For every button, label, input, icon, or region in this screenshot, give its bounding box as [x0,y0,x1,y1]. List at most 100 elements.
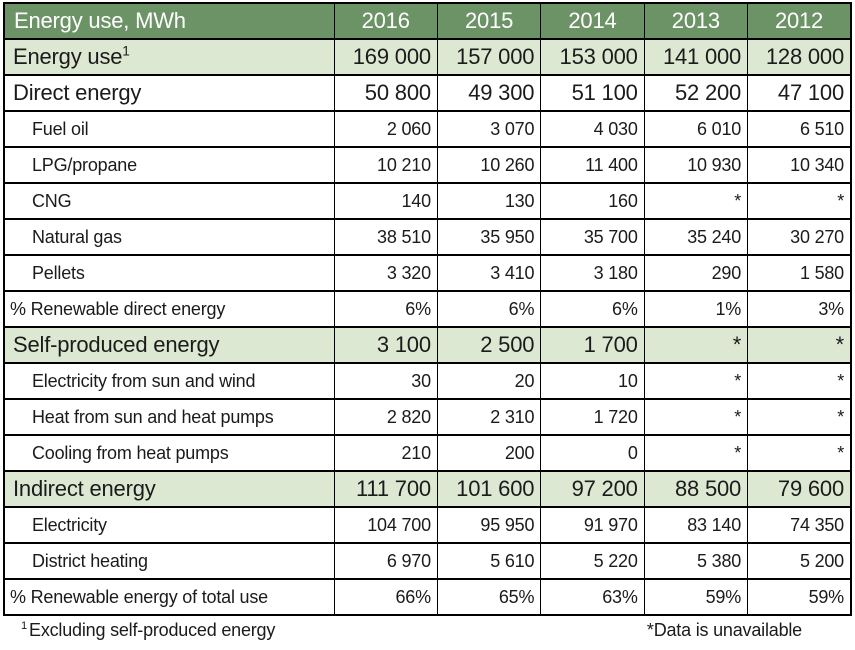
cell-value: 51 100 [540,74,645,112]
cell-value: 30 [333,362,438,400]
cell-value: 88 500 [643,470,749,508]
cell-value: 35 240 [643,218,749,256]
cell-value: 169 000 [333,38,438,76]
footnotes: 1 Excluding self-produced energy *Data is… [3,616,852,641]
cell-value: 128 000 [747,38,852,76]
footnote-marker: 1 [122,43,130,59]
table-row: % Renewable direct energy 6% 6% 6% 1% 3% [3,290,852,328]
cell-value: 79 600 [747,470,852,508]
cell-value: 35 700 [540,218,645,256]
footnote-excluding-text: Excluding self-produced energy [29,620,276,640]
table-row: Self-produced energy 3 100 2 500 1 700 * * [3,326,852,364]
energy-use-table: Energy use, MWh 2016 2015 2014 2013 2012 Ene… [3,2,852,616]
table-row: Natural gas 38 510 35 950 35 700 35 240 30 27… [3,218,852,256]
cell-value: * [643,362,749,400]
table-title: Energy use, MWh [3,2,335,40]
row-label-text: Indirect energy [13,476,156,501]
year-header-row: Energy use, MWh 2016 2015 2014 2013 2012 [3,2,852,40]
table-row: Direct energy 50 800 49 300 51 100 52 200 47 … [3,74,852,112]
cell-value: 6% [333,290,438,328]
cell-value: 5 200 [747,542,852,580]
cell-value: 1% [643,290,749,328]
cell-value: * [643,398,749,436]
table-row: Fuel oil 2 060 3 070 4 030 6 010 6 510 [3,110,852,148]
table-row: Heat from sun and heat pumps 2 820 2 310 1 … [3,398,852,436]
cell-value: * [643,434,749,472]
cell-value: 59% [643,578,749,616]
cell-value: * [747,398,852,436]
cell-value: 104 700 [333,506,438,544]
cell-value: 3 100 [333,326,438,364]
footnote-excluding: 1 Excluding self-produced energy [21,620,275,641]
cell-value: * [643,182,749,220]
row-label: Pellets [3,254,335,292]
row-label: Fuel oil [3,110,335,148]
cell-value: 38 510 [333,218,438,256]
row-label: Natural gas [3,218,335,256]
cell-value: 2 500 [436,326,542,364]
row-label-text: Electricity from sun and wind [32,370,256,391]
cell-value: 63% [540,578,645,616]
cell-value: * [747,326,852,364]
row-label: Electricity [3,506,335,544]
cell-value: 91 970 [540,506,645,544]
row-label-text: Self-produced energy [13,332,220,357]
row-label: Cooling from heat pumps [3,434,335,472]
cell-value: 3 320 [333,254,438,292]
cell-value: 74 350 [747,506,852,544]
table-row: Indirect energy 111 700 101 600 97 200 88 50… [3,470,852,508]
table-body: Energy use1 169 000 157 000 153 000 141 000 1… [3,38,852,616]
cell-value: 3 410 [436,254,542,292]
cell-value: 66% [333,578,438,616]
cell-value: 130 [436,182,542,220]
table-row: % Renewable energy of total use 66% 65% 63%… [3,578,852,616]
cell-value: 153 000 [540,38,645,76]
cell-value: * [747,182,852,220]
row-label: % Renewable direct energy [3,290,335,328]
cell-value: 6 010 [643,110,749,148]
cell-value: 290 [643,254,749,292]
cell-value: 2 060 [333,110,438,148]
cell-value: 3% [747,290,852,328]
footnote-unavailable: *Data is unavailable [646,620,802,640]
row-label: Self-produced energy [3,326,335,364]
cell-value: 141 000 [643,38,749,76]
row-label: Energy use1 [3,38,335,76]
cell-value: 157 000 [436,38,542,76]
cell-value: 0 [540,434,645,472]
cell-value: 2 310 [436,398,542,436]
cell-value: 3 180 [540,254,645,292]
row-label-text: CNG [32,190,72,211]
cell-value: 10 260 [436,146,542,184]
cell-value: 101 600 [436,470,542,508]
row-label-text: Direct energy [13,80,142,105]
cell-value: 10 [540,362,645,400]
row-label-text: Fuel oil [32,118,89,139]
cell-value: 97 200 [540,470,645,508]
table-row: Pellets 3 320 3 410 3 180 290 1 580 [3,254,852,292]
cell-value: 5 220 [540,542,645,580]
row-label: % Renewable energy of total use [3,578,335,616]
cell-value: 1 720 [540,398,645,436]
cell-value: 5 610 [436,542,542,580]
cell-value: 10 930 [643,146,749,184]
row-label-text: Cooling from heat pumps [32,442,229,463]
row-label: Heat from sun and heat pumps [3,398,335,436]
column-header-year: 2015 [436,2,542,40]
cell-value: 35 950 [436,218,542,256]
footnote-marker: 1 [21,620,28,632]
cell-value: 50 800 [333,74,438,112]
cell-value: 200 [436,434,542,472]
cell-value: 6 510 [747,110,852,148]
row-label: District heating [3,542,335,580]
row-label-text: Electricity [32,514,107,535]
row-label: Electricity from sun and wind [3,362,335,400]
cell-value: 10 210 [333,146,438,184]
row-label-text: Pellets [32,262,85,283]
row-label-text: District heating [32,550,148,571]
cell-value: 3 070 [436,110,542,148]
cell-value: 59% [747,578,852,616]
cell-value: 160 [540,182,645,220]
row-label-text: LPG/propane [32,154,137,175]
